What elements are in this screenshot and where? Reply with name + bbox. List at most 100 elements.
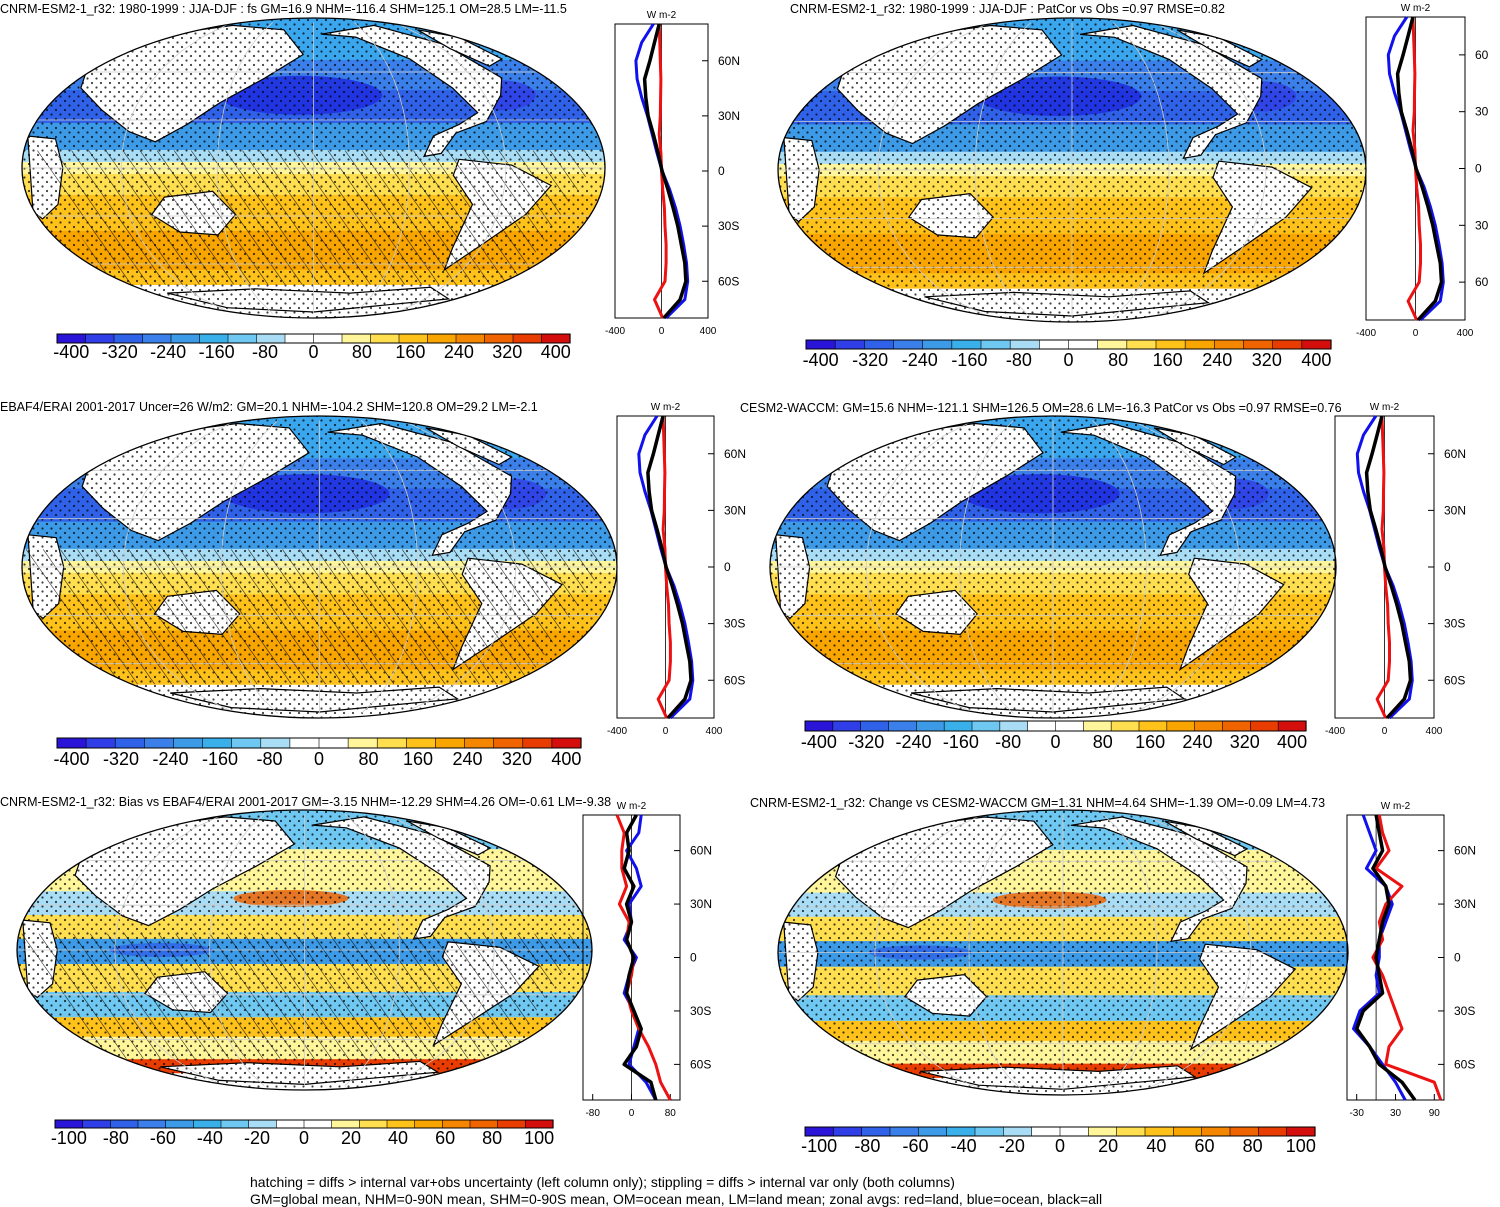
colorbar-swatch <box>289 737 320 749</box>
map-p3 <box>21 415 618 719</box>
colorbar-swatch <box>442 1119 471 1129</box>
colorbar-swatch <box>54 1119 84 1129</box>
panel-title: CNRM-ESM2-1_r32: 1980-1999 : JJA-DJF : P… <box>790 2 1225 16</box>
zonal-lat-label: 0 <box>724 560 731 574</box>
graticule-meridian <box>865 420 974 714</box>
colorbar-frame <box>805 339 1332 350</box>
colorbar-label: -40 <box>197 1128 223 1148</box>
zonal-lat-label: 30N <box>718 109 740 123</box>
graticule-meridian <box>1142 813 1252 1092</box>
map-border <box>16 809 593 1091</box>
zonal-units-label: W m-2 <box>1401 3 1431 14</box>
colorbar-swatch <box>525 1119 554 1129</box>
graticule-meridian <box>360 420 419 714</box>
colorbar-label: -80 <box>103 1128 129 1148</box>
zonal-lat-label: 60S <box>690 1057 711 1071</box>
colorbar-label: 400 <box>551 749 581 769</box>
colorbar-label: 240 <box>1202 350 1232 370</box>
colorbar-swatch <box>1009 339 1040 350</box>
colorbar-label: -80 <box>854 1136 880 1156</box>
colorbar-label: 0 <box>299 1128 309 1148</box>
colorbar-label: 320 <box>502 749 532 769</box>
colorbar-swatch <box>551 737 582 749</box>
zonal-plot-p2: -400 0 400 60 30 0 30 60 W m-2 <box>1356 3 1489 339</box>
colorbar-swatch <box>414 1119 443 1129</box>
colorbar-swatch <box>861 1126 891 1137</box>
colorbar-swatch <box>522 737 553 749</box>
zonal-land-line <box>1371 814 1443 1101</box>
graticule-meridian <box>394 22 507 314</box>
colorbar-swatch <box>834 339 865 350</box>
colorbar-swatch <box>1126 339 1157 350</box>
colorbar-swatch <box>85 737 116 749</box>
map-p6 <box>777 809 1349 1096</box>
colorbar-label: -100 <box>801 1136 837 1156</box>
colorbar-swatch <box>832 720 862 732</box>
zonal-xtick-label: -30 <box>1349 1108 1364 1119</box>
panel-title: EBAF4/ERAI 2001-2017 Uncer=26 W/m2: GM=2… <box>0 400 538 414</box>
map-p2 <box>777 17 1367 323</box>
colorbar-label: 0 <box>308 342 318 362</box>
zonal-land-line <box>653 23 668 319</box>
colorbar-swatch <box>946 1126 976 1137</box>
graticule-meridian <box>402 420 517 714</box>
colorbar-swatch <box>303 1119 333 1129</box>
zonal-lat-label: 30 <box>1475 105 1489 119</box>
colorbar-swatch <box>951 339 982 350</box>
colorbar-label: 240 <box>444 342 474 362</box>
zonal-all-line <box>642 23 688 320</box>
panel-title: CNRM-ESM2-1_r32: Bias vs EBAF4/ERAI 2001… <box>0 795 612 809</box>
zonal-lat-label: 60S <box>1444 673 1465 687</box>
map-p4 <box>769 415 1337 719</box>
zonal-lat-label: 30N <box>1444 503 1466 517</box>
colorbar-swatch <box>469 1119 499 1129</box>
colorbar-swatch <box>1068 339 1099 350</box>
colorbar-swatch <box>331 1119 360 1129</box>
colorbar-frame <box>804 720 1307 732</box>
colorbar-label: -240 <box>902 350 938 370</box>
colorbar-label: 80 <box>352 342 372 362</box>
colorbar-swatch <box>318 737 349 749</box>
zonal-xtick-label: 400 <box>700 326 717 337</box>
zonal-frame <box>1346 814 1445 1101</box>
colorbar-label: 0 <box>314 749 324 769</box>
colorbar-frame <box>54 1119 554 1129</box>
colorbar-label: -60 <box>150 1128 176 1148</box>
zonal-all-line <box>646 415 693 720</box>
zonal-xtick-label: 400 <box>1457 328 1474 339</box>
zonal-all-line <box>622 814 658 1101</box>
colorbar-p2: -400 -320 -240 -160 -80 0 80 160 240 320 400 <box>803 339 1332 370</box>
graticule-meridian <box>209 813 265 1087</box>
colorbar-label: -240 <box>153 749 189 769</box>
colorbar-swatch <box>1110 720 1140 732</box>
colorbar-swatch <box>864 339 895 350</box>
colorbar-frame <box>804 1126 1316 1137</box>
zonal-lat-label: 60S <box>718 274 739 288</box>
colorbar-swatch <box>833 1126 863 1137</box>
graticule-meridian <box>1112 22 1170 318</box>
colorbar-swatch <box>971 720 1001 732</box>
zonal-xtick-label: 30 <box>1390 1108 1402 1119</box>
zonal-lat-label: 60N <box>724 447 746 461</box>
graticule-meridian <box>1092 420 1147 714</box>
footer-hatching-note: hatching = diffs > internal var+obs unce… <box>250 1174 955 1190</box>
zonal-lat-label: 60N <box>718 54 740 68</box>
colorbar-swatch <box>1201 1126 1231 1137</box>
zonal-xtick-label: 0 <box>1413 328 1419 339</box>
graticule-meridian <box>877 22 990 318</box>
colorbar-swatch <box>1286 1126 1316 1137</box>
colorbar-swatch <box>889 1126 919 1137</box>
colorbar-swatch <box>918 1126 948 1137</box>
zonal-xtick-label: -400 <box>605 326 625 337</box>
colorbar-label: 80 <box>482 1128 502 1148</box>
footer-means-note: GM=global mean, NHM=0-90N mean, SHM=0-90… <box>250 1191 1103 1207</box>
colorbar-swatch <box>1214 339 1245 350</box>
colorbar-label: 400 <box>541 342 571 362</box>
graticule-meridian <box>122 420 237 714</box>
zonal-xtick-label: 400 <box>706 726 723 737</box>
colorbar-label: 0 <box>1050 732 1060 752</box>
colorbar-label: 80 <box>1093 732 1113 752</box>
map-border <box>21 17 606 319</box>
colorbar-swatch <box>1155 339 1186 350</box>
zonal-xtick-label: 400 <box>1426 726 1443 737</box>
